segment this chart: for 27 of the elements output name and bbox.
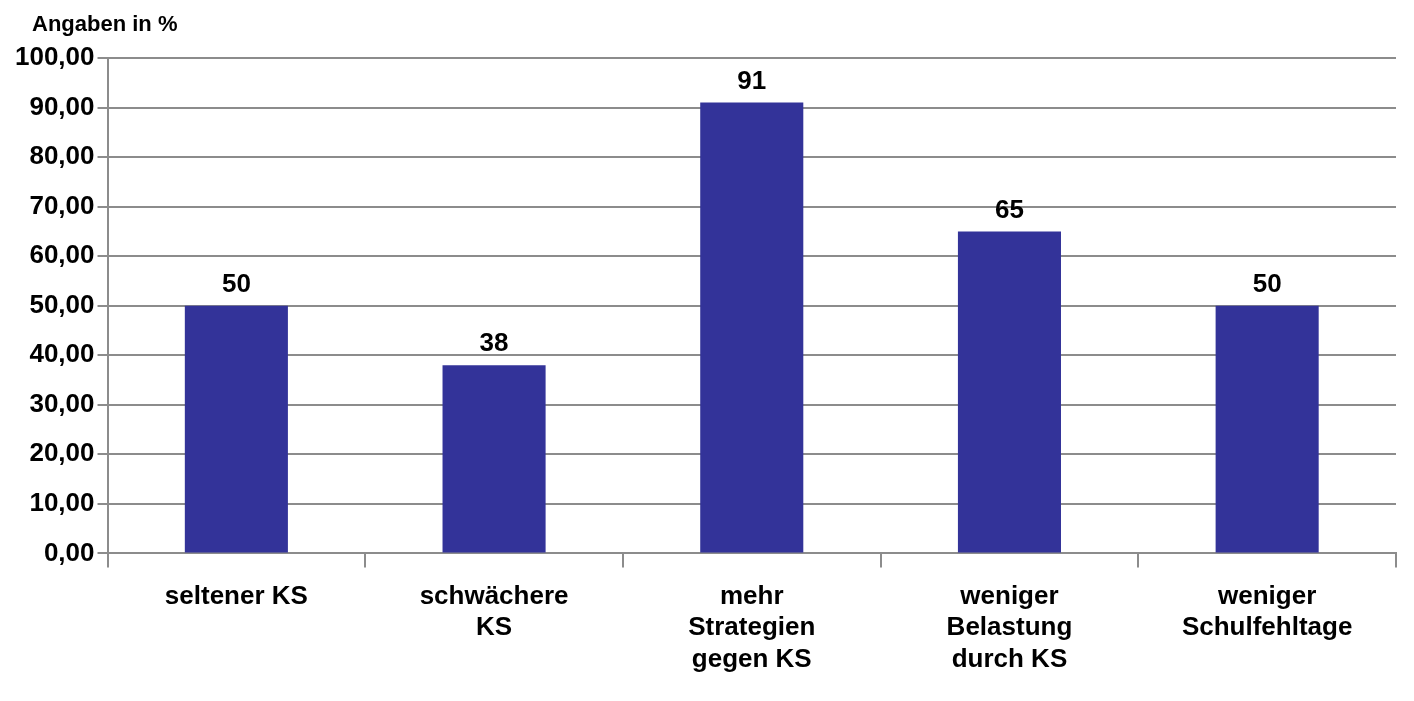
y-tick-label: 40,00 <box>29 338 95 369</box>
data-label: 50 <box>1252 267 1282 298</box>
y-tick-label: 20,00 <box>29 437 95 468</box>
x-tick-label: weniger Schulfehltage <box>1181 580 1353 642</box>
data-label: 65 <box>995 193 1024 224</box>
x-tick-label: weniger Belastung durch KS <box>946 580 1073 673</box>
bar <box>700 102 804 553</box>
y-tick-label: 70,00 <box>29 189 95 220</box>
y-axis-title: Angaben in % <box>32 11 178 37</box>
y-tick-label: 100,00 <box>14 41 95 72</box>
bar <box>442 365 546 553</box>
y-tick-label: 60,00 <box>29 239 95 270</box>
y-tick-label: 50,00 <box>29 288 95 319</box>
x-tick-label: mehr Strategien gegen KS <box>688 580 816 673</box>
y-tick-label: 0,00 <box>43 536 95 567</box>
y-tick-label: 30,00 <box>29 387 95 418</box>
bar <box>1215 305 1319 553</box>
y-tick-label: 90,00 <box>29 90 95 121</box>
data-label: 50 <box>221 267 251 298</box>
x-tick-label: seltener KS <box>164 580 308 611</box>
bar <box>957 231 1061 553</box>
data-label: 38 <box>479 327 509 358</box>
x-tick-label: schwächere KS <box>419 580 569 642</box>
bar <box>184 305 288 553</box>
y-tick-label: 10,00 <box>29 487 95 518</box>
data-label: 91 <box>737 64 767 95</box>
y-tick-label: 80,00 <box>29 140 95 171</box>
